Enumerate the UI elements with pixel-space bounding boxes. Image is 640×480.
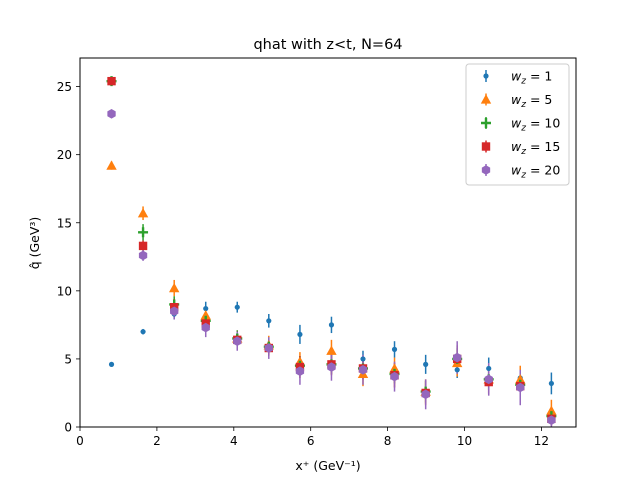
data-point xyxy=(297,331,303,338)
legend-label: wz = 10 xyxy=(511,116,560,134)
data-point xyxy=(234,304,240,310)
y-axis: 0 5 10 15 20 25 xyxy=(57,80,80,435)
legend-label: wz = 20 xyxy=(511,163,560,181)
data-point xyxy=(140,329,146,335)
data-point xyxy=(423,361,429,367)
chart-title: qhat with z<t, N=64 xyxy=(253,37,402,53)
legend-marker xyxy=(481,165,491,175)
data-point xyxy=(391,346,398,352)
data-point xyxy=(107,76,116,86)
legend-marker xyxy=(480,94,492,104)
legend-marker xyxy=(483,73,489,79)
data-point xyxy=(421,389,430,400)
legend-label: wz = 5 xyxy=(511,92,552,110)
legend-marker xyxy=(481,118,491,128)
data-point xyxy=(138,250,148,261)
data-point xyxy=(326,345,337,355)
legend-label: wz = 15 xyxy=(511,139,560,157)
data-point xyxy=(266,318,272,324)
data-point xyxy=(264,343,273,353)
data-point xyxy=(546,405,557,415)
data-point xyxy=(108,361,115,367)
y-tick-label: 15 xyxy=(57,216,72,230)
y-axis-label: q̂ (GeV³) xyxy=(27,217,42,270)
data-point xyxy=(107,109,116,119)
data-point xyxy=(453,352,462,363)
data-point xyxy=(486,365,492,372)
data-point xyxy=(106,160,117,170)
data-point xyxy=(484,374,493,385)
data-point xyxy=(515,374,526,384)
x-tick-label: 12 xyxy=(534,434,549,448)
data-point xyxy=(138,241,148,251)
x-tick-label: 2 xyxy=(153,434,161,448)
y-tick-label: 5 xyxy=(64,352,72,366)
legend-label: wz = 1 xyxy=(511,69,552,87)
legend-marker xyxy=(481,142,491,151)
axes-frame xyxy=(79,57,577,428)
legend: wz = 1 wz = 5 wz = 10 wz = 15 wz = 20 xyxy=(465,63,570,186)
x-tick-label: 10 xyxy=(457,434,472,448)
x-tick-label: 6 xyxy=(307,434,315,448)
data-point xyxy=(360,356,366,362)
data-point xyxy=(170,306,179,317)
x-tick-label: 4 xyxy=(230,434,238,448)
data-point xyxy=(138,227,149,238)
data-point xyxy=(200,310,211,320)
data-point xyxy=(389,363,400,373)
legend-box xyxy=(465,63,570,186)
y-tick-label: 0 xyxy=(64,421,72,435)
x-tick-label: 8 xyxy=(384,434,392,448)
plot-area xyxy=(79,57,577,428)
data-point xyxy=(547,415,556,425)
data-point xyxy=(327,362,336,372)
data-point xyxy=(358,365,368,375)
marker-series-5 xyxy=(107,109,556,425)
x-axis-label: x⁺ (GeV⁻¹) xyxy=(295,458,360,473)
x-axis: 0 2 4 6 8 10 12 xyxy=(76,427,549,448)
x-tick-label: 0 xyxy=(76,434,84,448)
data-point xyxy=(203,305,209,312)
data-point xyxy=(548,380,554,387)
data-point xyxy=(328,322,335,328)
data-point xyxy=(390,371,399,382)
data-point xyxy=(516,382,525,393)
data-point xyxy=(137,208,149,218)
data-point xyxy=(169,282,180,293)
data-point xyxy=(233,336,242,347)
data-point xyxy=(454,367,460,373)
marker-layer xyxy=(106,76,557,425)
y-tick-label: 20 xyxy=(57,148,72,162)
data-point xyxy=(295,366,305,376)
y-tick-label: 10 xyxy=(57,284,72,298)
y-tick-label: 25 xyxy=(57,80,72,94)
data-point xyxy=(201,322,210,333)
